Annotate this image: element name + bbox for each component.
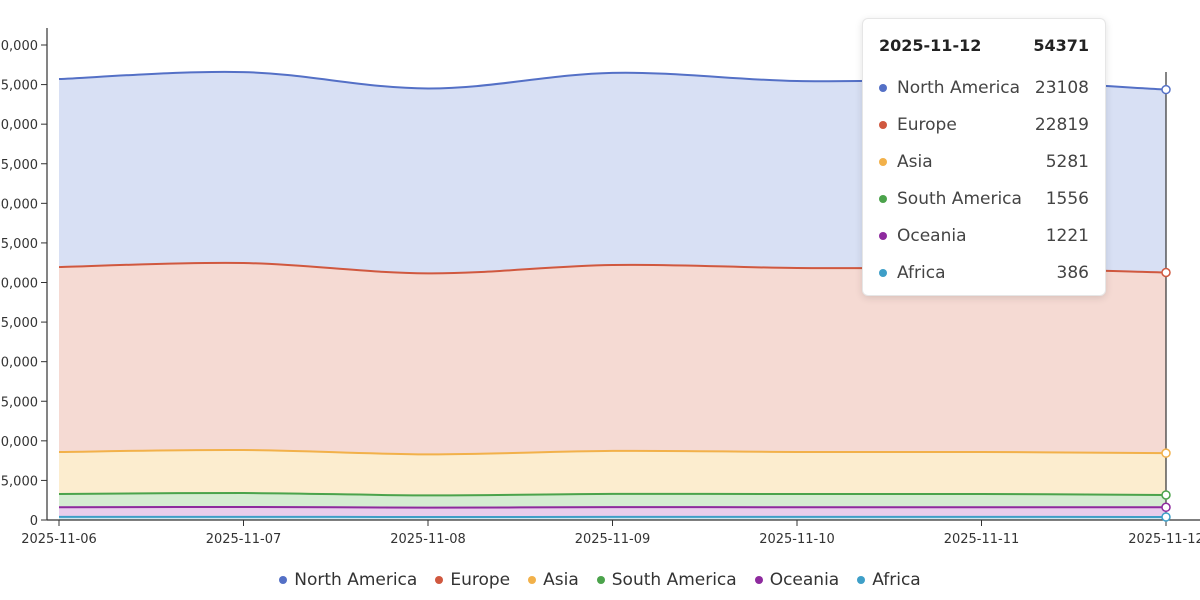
legend-label: Africa (872, 570, 921, 590)
area-asia (59, 449, 1166, 496)
y-tick-label: 45,000 (0, 158, 38, 173)
hover-point (1161, 512, 1171, 522)
x-tick-label: 2025-11-11 (944, 532, 1020, 547)
tooltip-row: South America 1556 (879, 180, 1089, 217)
series-dot-icon (879, 268, 887, 277)
x-tick-label: 2025-11-06 (21, 532, 97, 547)
y-tick-label: 25,000 (0, 316, 38, 331)
legend-dot-icon (528, 576, 537, 584)
legend-label: Asia (543, 570, 579, 590)
legend-item[interactable]: North America (279, 570, 417, 590)
y-tick-label: 55,000 (0, 79, 38, 94)
series-dot-icon (879, 83, 887, 92)
tooltip-series-name: North America (897, 77, 1021, 98)
x-tick-label: 2025-11-08 (390, 532, 466, 547)
y-tick-label: 60,000 (0, 39, 38, 54)
tooltip-row: Oceania 1221 (879, 217, 1089, 254)
tooltip-series-value: 1221 (1045, 225, 1089, 246)
tooltip: 2025-11-12 54371 North America 23108 Europ… (862, 18, 1106, 296)
legend-item[interactable]: Africa (857, 570, 921, 590)
series-dot-icon (879, 194, 887, 203)
area-oceania (59, 506, 1166, 517)
tooltip-series-value: 1556 (1045, 188, 1089, 209)
hover-point (1161, 448, 1171, 458)
legend-dot-icon (857, 576, 866, 584)
legend-label: Oceania (769, 570, 840, 590)
y-tick-label: 40,000 (0, 197, 38, 212)
tooltip-row: North America 23108 (879, 69, 1089, 106)
hover-point (1161, 502, 1171, 513)
x-tick-label: 2025-11-12 (1128, 532, 1200, 547)
line-asia (58, 448, 1167, 456)
legend-dot-icon (279, 576, 288, 584)
y-tick-label: 20,000 (0, 356, 38, 371)
legend-dot-icon (754, 576, 763, 584)
y-tick-label: 10,000 (0, 435, 38, 450)
x-tick-label: 2025-11-09 (575, 532, 651, 547)
tooltip-row: Africa 386 (879, 254, 1089, 291)
legend-dot-icon (435, 576, 444, 584)
legend-item[interactable]: Asia (528, 570, 579, 590)
legend-item[interactable]: Europe (435, 570, 510, 590)
tooltip-series-name: South America (897, 188, 1022, 209)
legend-dot-icon (596, 576, 605, 584)
legend-item[interactable]: South America (596, 570, 737, 590)
area-europe (59, 262, 1166, 455)
tooltip-total: 54371 (1033, 36, 1089, 55)
tooltip-row: Europe 22819 (879, 106, 1089, 143)
tooltip-series-value: 5281 (1045, 151, 1089, 172)
tooltip-series-value: 22819 (1034, 114, 1089, 135)
hover-point (1161, 267, 1171, 278)
tooltip-series-name: Europe (897, 114, 957, 135)
y-tick-label: 0 (30, 514, 38, 529)
legend-label: South America (611, 570, 737, 590)
y-tick-label: 30,000 (0, 277, 38, 292)
area-south-america (59, 492, 1166, 508)
line-south-america (58, 491, 1167, 497)
legend: North America Europe Asia South America Ocea… (0, 570, 1200, 590)
series-dot-icon (879, 120, 887, 129)
y-tick-label: 15,000 (0, 395, 38, 410)
tooltip-series-name: Oceania (897, 225, 967, 246)
tooltip-series-value: 23108 (1034, 77, 1089, 98)
series-dot-icon (879, 157, 887, 166)
hover-point (1161, 490, 1171, 500)
x-tick-label: 2025-11-10 (759, 532, 835, 547)
y-tick-label: 50,000 (0, 118, 38, 133)
series-dot-icon (879, 231, 887, 240)
legend-item[interactable]: Oceania (754, 570, 840, 590)
hover-point (1161, 84, 1171, 95)
y-tick-label: 5,000 (1, 474, 38, 489)
tooltip-series-value: 386 (1056, 262, 1089, 283)
legend-label: North America (294, 570, 418, 590)
x-tick-label: 2025-11-07 (206, 532, 282, 547)
tooltip-series-name: Asia (897, 151, 933, 172)
legend-label: Europe (450, 570, 511, 590)
y-tick-label: 35,000 (0, 237, 38, 252)
tooltip-row: Asia 5281 (879, 143, 1089, 180)
tooltip-series-name: Africa (897, 262, 946, 283)
line-oceania (58, 505, 1167, 509)
tooltip-date: 2025-11-12 (879, 36, 982, 55)
